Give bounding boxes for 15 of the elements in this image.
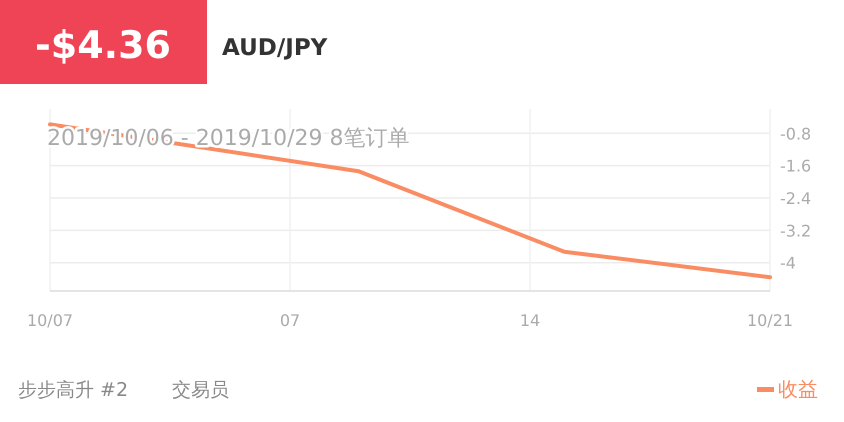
y-tick-label: -3.2 xyxy=(780,221,812,240)
y-tick-label: -4 xyxy=(780,254,796,273)
y-tick-label: -2.4 xyxy=(780,188,812,208)
x-tick-label: 10/07 xyxy=(26,311,74,330)
y-tick-label: -0.8 xyxy=(780,124,812,144)
legend-label: 收益 xyxy=(778,377,818,401)
x-tick-label: 14 xyxy=(520,311,540,330)
text: 交易员 xyxy=(172,379,229,401)
y-tick-label: -1.6 xyxy=(780,156,812,176)
x-tick-label: 07 xyxy=(280,311,300,330)
text: 步步高升 #2 xyxy=(18,379,128,401)
line-series xyxy=(48,122,772,280)
chart-title: AUD/JPY xyxy=(222,35,328,61)
x-tick-label: 10/21 xyxy=(746,311,794,330)
text: -$4.36 xyxy=(35,23,171,67)
